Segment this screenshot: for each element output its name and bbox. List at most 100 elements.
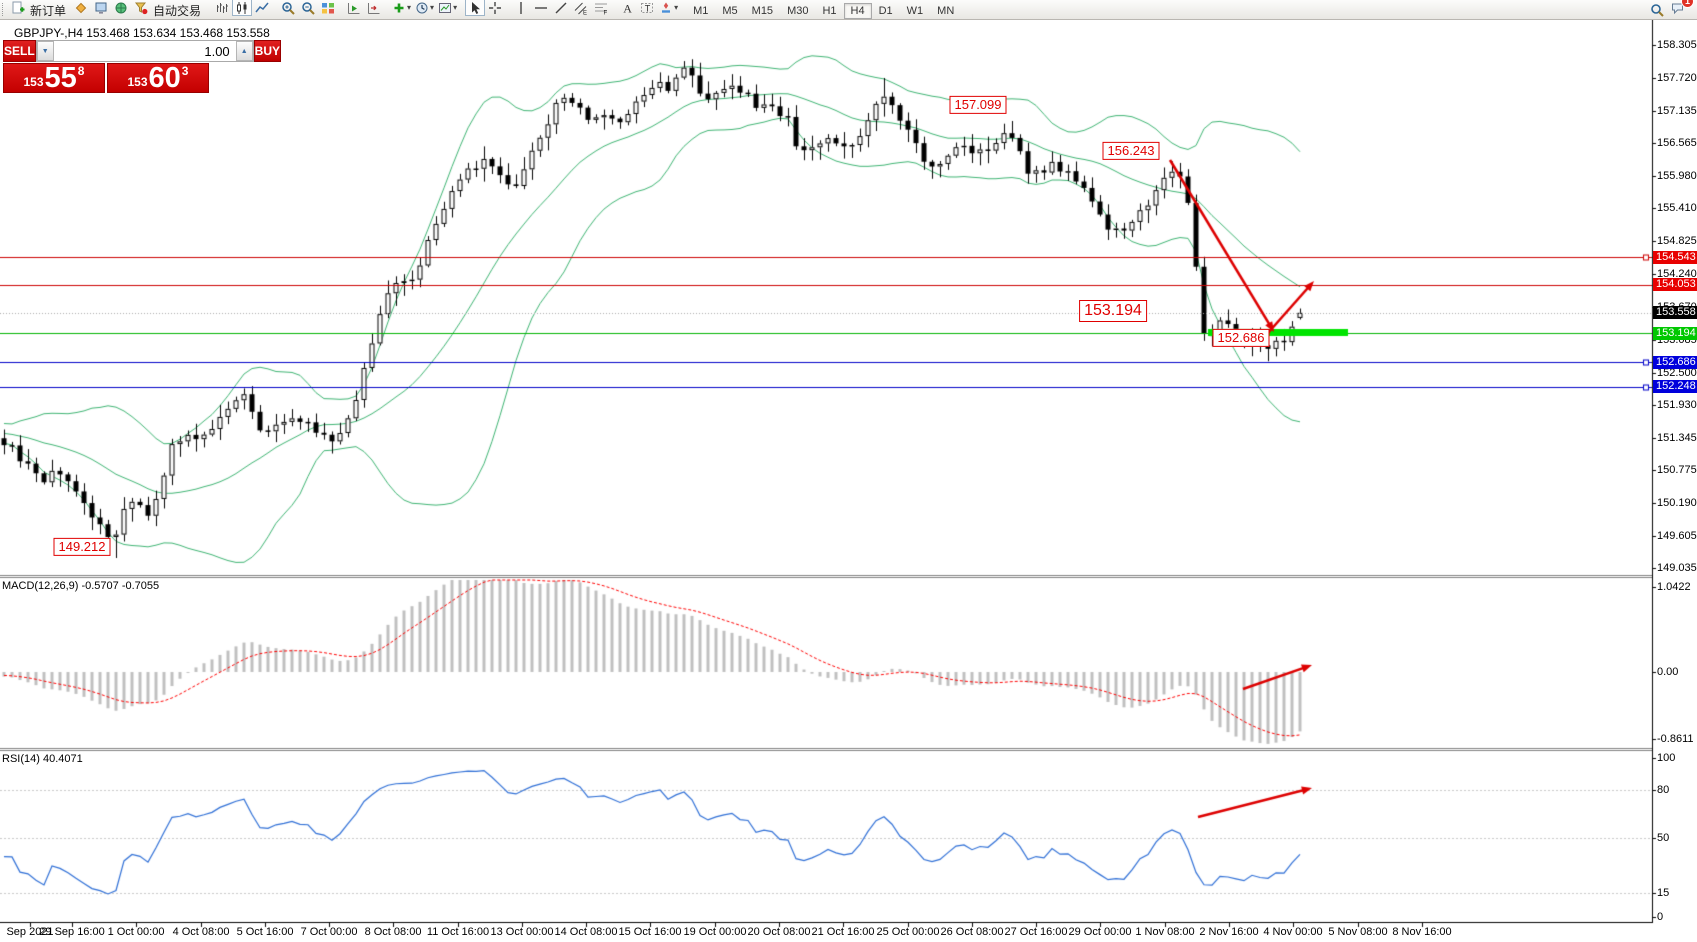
price-annotation[interactable]: 156.243 <box>1102 141 1160 161</box>
price-annotation[interactable]: 149.212 <box>53 537 111 557</box>
price-line-label: 154.053 <box>1653 278 1697 292</box>
zoom-in-button[interactable] <box>278 0 298 16</box>
dropdown-arrow-icon: ▾ <box>407 3 412 13</box>
time-axis-label[interactable]: 29 Sep 16:00 <box>39 926 105 938</box>
chart-profile-button[interactable] <box>71 0 91 16</box>
time-axis-label[interactable]: 1 Nov 08:00 <box>1135 926 1195 938</box>
chart-shift-button[interactable] <box>364 0 384 16</box>
buy-button[interactable]: BUY <box>253 40 282 62</box>
time-axis-label[interactable]: 8 Nov 16:00 <box>1392 926 1452 938</box>
new-order-button[interactable] <box>8 0 28 16</box>
timeframe-m5[interactable]: M5 <box>722 4 738 17</box>
diamond-icon <box>75 2 87 13</box>
search-button[interactable] <box>1647 1 1667 18</box>
time-axis-label[interactable]: 4 Nov 00:00 <box>1263 926 1323 938</box>
buy-price-prefix: 153 <box>127 75 148 89</box>
rsi-indicator-label: RSI(14) 40.4071 <box>2 753 83 765</box>
candle-chart-button[interactable] <box>232 0 253 17</box>
time-axis-label[interactable]: 8 Oct 08:00 <box>364 926 422 938</box>
time-axis-label[interactable]: 20 Oct 08:00 <box>747 926 811 938</box>
chart-symbol-header: GBPJPY-,H4 153.468 153.634 153.468 153.5… <box>14 26 270 40</box>
time-axis-label[interactable]: 19 Oct 00:00 <box>683 926 747 938</box>
time-axis-label[interactable]: 11 Oct 16:00 <box>426 926 490 938</box>
horizontal-line-button[interactable] <box>531 0 551 16</box>
price-axis-label: 149.605 <box>1657 529 1697 542</box>
clock-icon <box>416 2 428 14</box>
buy-price-sup: 3 <box>181 64 189 78</box>
periods-button[interactable]: ▾ <box>413 0 436 16</box>
crosshair-button[interactable] <box>485 0 505 16</box>
time-axis-label[interactable]: 4 Oct 08:00 <box>172 926 230 938</box>
text-label-button[interactable]: T <box>637 0 657 16</box>
time-axis-label[interactable]: Sep 2021 <box>6 926 54 938</box>
arrows-button[interactable]: ▾ <box>657 0 680 16</box>
time-axis-label[interactable]: 1 Oct 00:00 <box>107 926 165 938</box>
volume-spinner: ▼ ▲ <box>35 40 254 62</box>
price-axis-label: 155.980 <box>1657 170 1697 183</box>
indicators-button[interactable]: ▾ <box>390 0 413 16</box>
timeframe-m1[interactable]: M1 <box>693 4 709 17</box>
auto-scroll-button[interactable] <box>344 0 364 16</box>
time-axis-label[interactable]: 27 Oct 16:00 <box>1004 926 1068 938</box>
time-axis-label[interactable]: 2 Nov 16:00 <box>1199 926 1259 938</box>
cursor-button[interactable] <box>465 0 486 17</box>
time-axis-label[interactable]: 25 Oct 00:00 <box>876 926 940 938</box>
price-annotation[interactable]: 157.099 <box>949 95 1007 115</box>
time-axis-label[interactable]: 13 Oct 00:00 <box>490 926 554 938</box>
sell-price-sup: 8 <box>77 64 85 78</box>
time-axis-label[interactable]: 29 Oct 00:00 <box>1068 926 1132 938</box>
sell-price-panel[interactable]: 153 55 8 <box>3 63 105 93</box>
autotrading-button[interactable] <box>131 0 151 16</box>
sell-price-big: 55 <box>44 62 77 94</box>
trendline-button[interactable] <box>551 0 571 16</box>
time-axis-label[interactable]: 5 Oct 16:00 <box>236 926 294 938</box>
macd-scale-label: -0.8611 <box>1657 733 1694 745</box>
price-annotation[interactable]: 152.686 <box>1212 328 1270 348</box>
rsi-scale-label: 50 <box>1657 831 1670 844</box>
time-axis-label[interactable]: 15 Oct 16:00 <box>618 926 682 938</box>
channel-button[interactable]: E <box>571 0 591 16</box>
toolbar: 新订单 自动交易 ▾ ▾ ▾ E F A T ▾ M1 M5 M15 M30 H1 H4 D1 W1 MN 1 <box>0 0 1697 20</box>
macd-indicator-label: MACD(12,26,9) -0.5707 -0.7055 <box>2 580 160 592</box>
time-axis-label[interactable]: 5 Nov 08:00 <box>1328 926 1388 938</box>
labelT-icon: T <box>641 2 654 13</box>
market-watch-button[interactable] <box>91 0 111 16</box>
buy-price-panel[interactable]: 153 60 3 <box>107 63 209 93</box>
navigator-button[interactable] <box>111 0 131 16</box>
timeframe-mn[interactable]: MN <box>937 4 955 17</box>
time-axis-label[interactable]: 7 Oct 00:00 <box>300 926 358 938</box>
zoom-out-button[interactable] <box>298 0 318 16</box>
price-axis-label: 157.135 <box>1657 105 1697 117</box>
timeframe-h4[interactable]: H4 <box>843 2 872 19</box>
volume-decrease-button[interactable]: ▼ <box>36 41 54 61</box>
fibo-icon: F <box>595 3 608 15</box>
svg-text:A: A <box>623 1 632 15</box>
sell-button[interactable]: SELL <box>3 40 36 62</box>
vertical-line-button[interactable] <box>511 0 531 16</box>
price-line-label: 153.194 <box>1653 326 1697 340</box>
bar-chart-button[interactable] <box>212 0 232 16</box>
timeframe-h1[interactable]: H1 <box>822 4 837 17</box>
line-chart-button[interactable] <box>252 0 272 16</box>
one-click-trading-widget: SELL ▼ ▲ BUY 153 55 8 153 60 3 <box>3 40 282 93</box>
time-axis-label[interactable]: 26 Oct 08:00 <box>940 926 1004 938</box>
crosshair-icon <box>489 1 502 14</box>
timeframe-m30[interactable]: M30 <box>787 4 809 17</box>
text-button[interactable]: A <box>617 0 637 16</box>
tile-windows-button[interactable] <box>318 0 338 16</box>
time-axis-label[interactable]: 21 Oct 16:00 <box>811 926 875 938</box>
volume-increase-button[interactable]: ▲ <box>235 41 253 61</box>
timeframe-d1[interactable]: D1 <box>878 4 893 17</box>
rsi-scale-label: 100 <box>1657 752 1676 764</box>
timeframe-m15[interactable]: M15 <box>751 4 774 17</box>
timeframe-w1[interactable]: W1 <box>906 4 924 17</box>
shift-icon <box>368 2 380 14</box>
volume-input[interactable] <box>53 41 236 61</box>
fibonacci-button[interactable]: F <box>591 0 611 16</box>
toolbar-grip <box>2 3 5 16</box>
time-axis-label[interactable]: 14 Oct 08:00 <box>554 926 618 938</box>
price-axis-label: 151.345 <box>1657 431 1697 444</box>
templates-button[interactable]: ▾ <box>436 0 459 16</box>
price-annotation[interactable]: 153.194 <box>1079 300 1147 322</box>
